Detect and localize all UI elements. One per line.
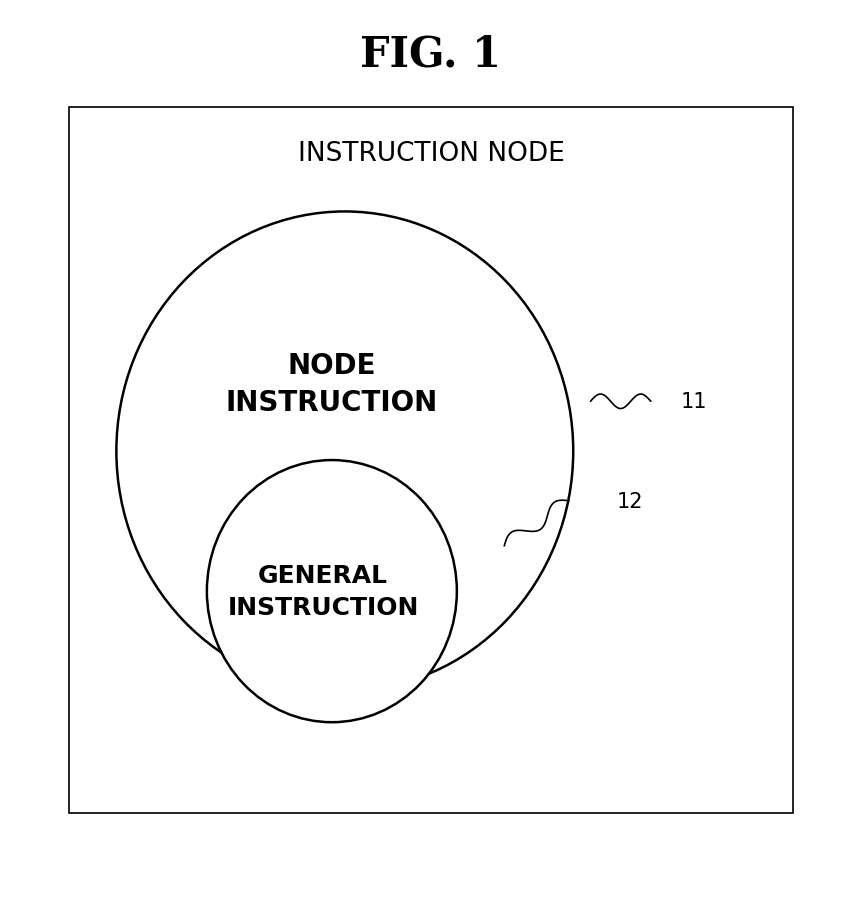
Text: FIG. 1: FIG. 1: [360, 33, 501, 75]
Text: NODE
INSTRUCTION: NODE INSTRUCTION: [226, 351, 437, 416]
Circle shape: [207, 461, 456, 722]
Circle shape: [116, 212, 573, 691]
Text: 11: 11: [680, 392, 707, 412]
Text: GENERAL
INSTRUCTION: GENERAL INSTRUCTION: [227, 563, 418, 619]
Bar: [69, 108, 792, 813]
Text: 12: 12: [616, 491, 642, 511]
Text: INSTRUCTION NODE: INSTRUCTION NODE: [297, 141, 564, 166]
